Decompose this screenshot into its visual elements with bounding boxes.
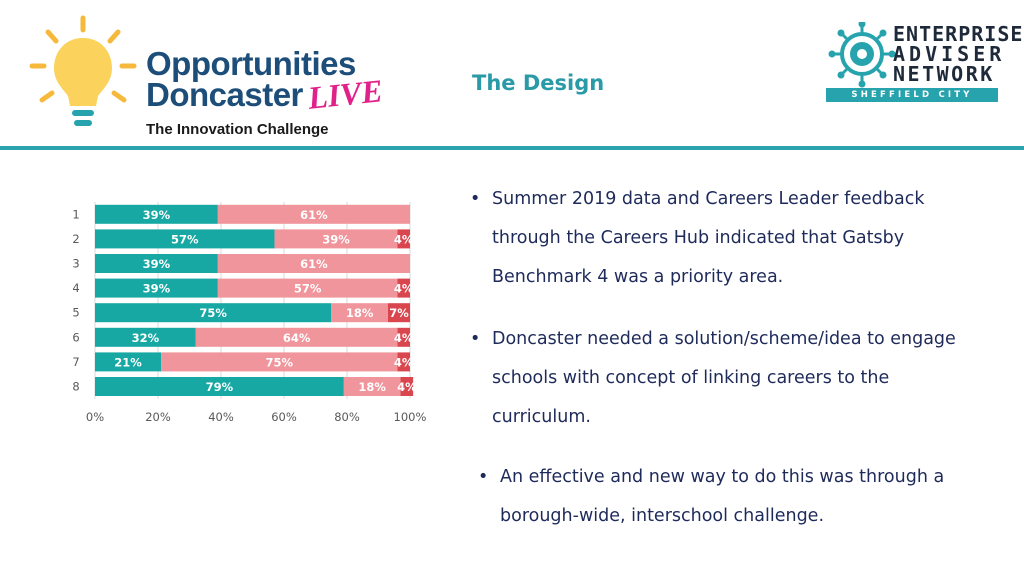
data-label: 18% (346, 306, 374, 320)
data-label: 79% (206, 380, 234, 394)
bar-segment (95, 352, 162, 372)
data-label: 75% (199, 306, 227, 320)
x-tick-label: 0% (86, 410, 104, 424)
bar-segment (95, 377, 344, 396)
data-label: 4% (394, 331, 414, 345)
partner-line3: NETWORK (893, 62, 995, 86)
bar-segment (397, 229, 410, 249)
x-tick-label: 20% (145, 410, 171, 424)
data-label: 75% (266, 355, 294, 369)
bar-segment (400, 377, 414, 396)
bar-segment (217, 204, 410, 224)
x-tick-label: 60% (271, 410, 297, 424)
data-label: 21% (114, 355, 142, 369)
partner-line2: ADVISER (893, 42, 1006, 66)
bar-segment (195, 327, 398, 347)
y-category-label: 7 (72, 355, 79, 369)
stacked-bar-chart: 0% 20% 40% 60% 80% 100%1 39% 61%2 57% 39% 4%3 39% 61… (72, 202, 427, 424)
ships-wheel-icon (828, 22, 896, 88)
y-category-label: 4 (72, 281, 79, 295)
bullet-marker: • (470, 189, 481, 209)
bar-segment (387, 303, 410, 323)
data-label: 4% (394, 355, 414, 369)
data-label: 61% (300, 257, 328, 271)
data-label: 32% (132, 331, 160, 345)
bullet-marker: • (478, 467, 489, 487)
data-label: 61% (300, 208, 328, 222)
partner-logo-text: ENTERPRISE ADVISER NETWORK (893, 24, 1023, 84)
bullet-text: Doncaster needed a solution/scheme/idea … (492, 329, 956, 427)
header: Opportunities Doncaster LIVE The Innovat… (0, 0, 1024, 146)
bar-segment (397, 352, 410, 372)
lightbulb-icon (29, 15, 137, 126)
bullet-marker: • (470, 329, 481, 349)
data-label: 4% (394, 232, 414, 246)
data-label: 39% (322, 232, 350, 246)
bar-segment (95, 229, 275, 249)
bar-segment (95, 254, 218, 273)
bullet-text: Summer 2019 data and Careers Leader feed… (492, 189, 925, 287)
logo-wordmark: Opportunities Doncaster (146, 45, 356, 113)
bar-segment (161, 352, 398, 372)
bar-segment (397, 278, 410, 298)
x-tick-label: 40% (208, 410, 234, 424)
logo-live: LIVE (306, 72, 385, 116)
slide-title: The Design (472, 71, 605, 95)
x-tick-label: 80% (334, 410, 360, 424)
bar-segment (95, 327, 196, 347)
bar-segment (95, 303, 332, 323)
data-label: 7% (389, 306, 409, 320)
bar-segment (217, 278, 398, 298)
data-label: 57% (171, 232, 199, 246)
bar-segment (274, 229, 398, 249)
data-label: 4% (397, 380, 417, 394)
bar-segment (331, 303, 388, 323)
partner-region-band: SHEFFIELD CITY REGION (826, 88, 998, 114)
logo-subtitle: The Innovation Challenge (146, 121, 329, 138)
y-category-label: 8 (72, 380, 79, 394)
header-divider (0, 146, 1024, 150)
enterprise-adviser-network-logo (828, 22, 896, 88)
bar-segment (343, 377, 401, 396)
y-category-label: 5 (72, 306, 79, 320)
logo-line1: Opportunities (146, 45, 356, 82)
bar-segment (95, 204, 218, 224)
data-label: 39% (143, 282, 171, 296)
y-category-label: 6 (72, 330, 79, 344)
partner-line1: ENTERPRISE (893, 22, 1024, 46)
y-category-label: 1 (72, 207, 79, 221)
data-label: 57% (294, 282, 322, 296)
bar-segment (95, 278, 218, 298)
logo-line2: Doncaster (146, 76, 303, 113)
data-label: 39% (143, 208, 171, 222)
bar-segment (217, 254, 410, 273)
bullet-text: An effective and new way to do this was … (500, 467, 945, 526)
data-label: 64% (283, 331, 311, 345)
y-category-label: 2 (72, 232, 79, 246)
bar-segment (397, 327, 410, 347)
data-label: 4% (394, 282, 414, 296)
data-label: 18% (358, 380, 386, 394)
x-tick-label: 100% (394, 410, 427, 424)
y-category-label: 3 (72, 257, 79, 271)
data-label: 39% (143, 257, 171, 271)
